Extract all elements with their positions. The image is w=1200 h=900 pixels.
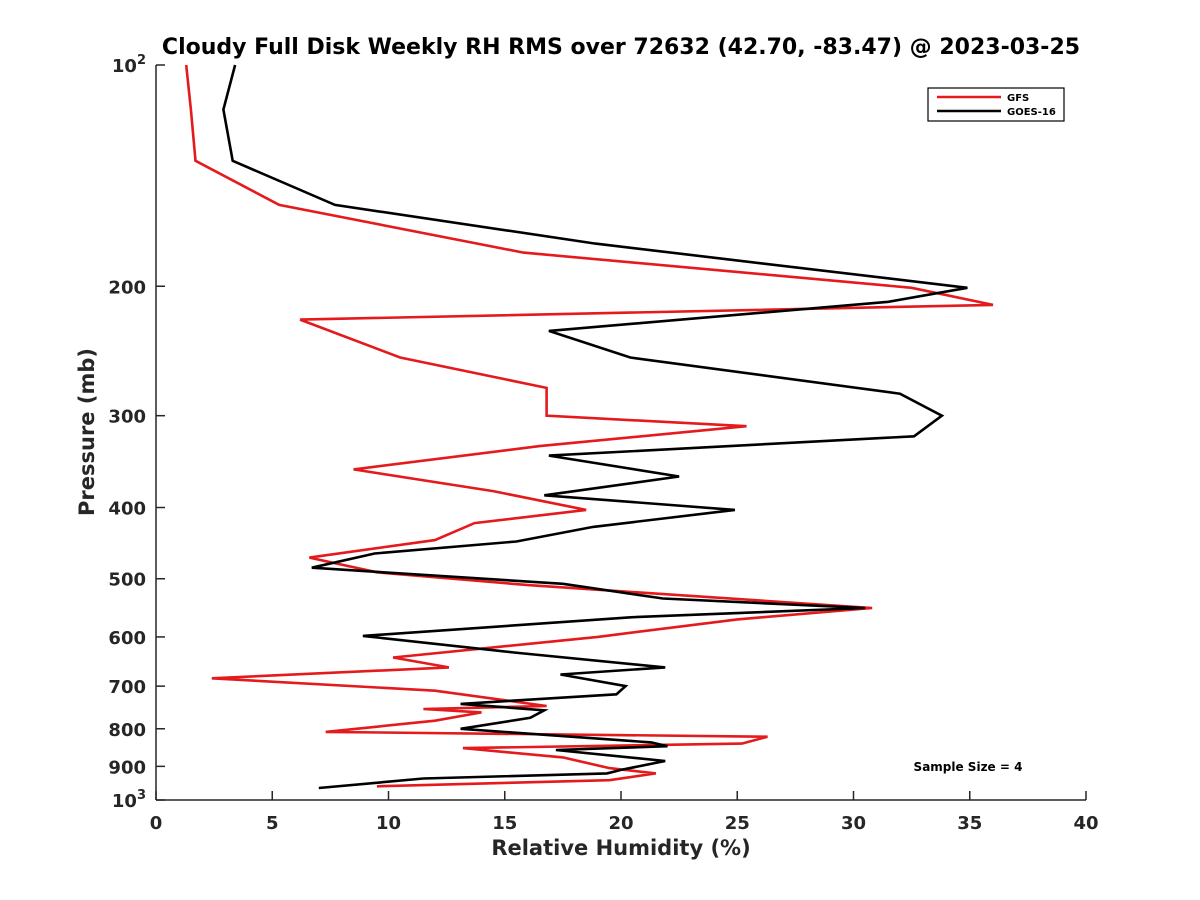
x-tick-label: 15 (492, 813, 517, 834)
legend: GFS GOES-16 (927, 87, 1065, 122)
y-tick-label: 600 (108, 628, 146, 649)
chart-title: Cloudy Full Disk Weekly RH RMS over 7263… (162, 35, 1080, 60)
x-axis-title: Relative Humidity (%) (491, 836, 750, 860)
y-tick-label: 800 (108, 720, 146, 741)
x-tick-label: 25 (725, 813, 750, 834)
x-tick-label: 40 (1073, 813, 1098, 834)
x-tick-label: 20 (608, 813, 633, 834)
y-tick-label: 500 (108, 570, 146, 591)
legend-label-goes16: GOES-16 (1007, 107, 1056, 118)
axis-ticks: 0 5 10 15 20 25 30 35 40102200300400500600700800… (108, 53, 1098, 834)
y-tick-label: 200 (108, 277, 146, 298)
plot-area (156, 65, 1086, 800)
y-tick-label: 400 (108, 499, 146, 520)
y-tick-label: 900 (108, 757, 146, 778)
legend-label-gfs: GFS (1007, 93, 1029, 104)
y-tick-label: 103 (112, 788, 146, 812)
legend-box (927, 87, 1065, 122)
x-tick-label: 35 (957, 813, 982, 834)
sample-size-annotation: Sample Size = 4 (914, 760, 1023, 774)
y-tick-label: 300 (108, 407, 146, 428)
x-tick-label: 10 (376, 813, 401, 834)
x-tick-label: 30 (841, 813, 866, 834)
y-axis-title: Pressure (mb) (75, 348, 99, 516)
y-tick-label: 700 (108, 677, 146, 698)
x-tick-label: 0 (150, 813, 163, 834)
series-line-goes16 (222, 64, 968, 790)
x-tick-label: 5 (266, 813, 279, 834)
series-line-gfs (184, 64, 994, 788)
series-group (184, 64, 994, 790)
